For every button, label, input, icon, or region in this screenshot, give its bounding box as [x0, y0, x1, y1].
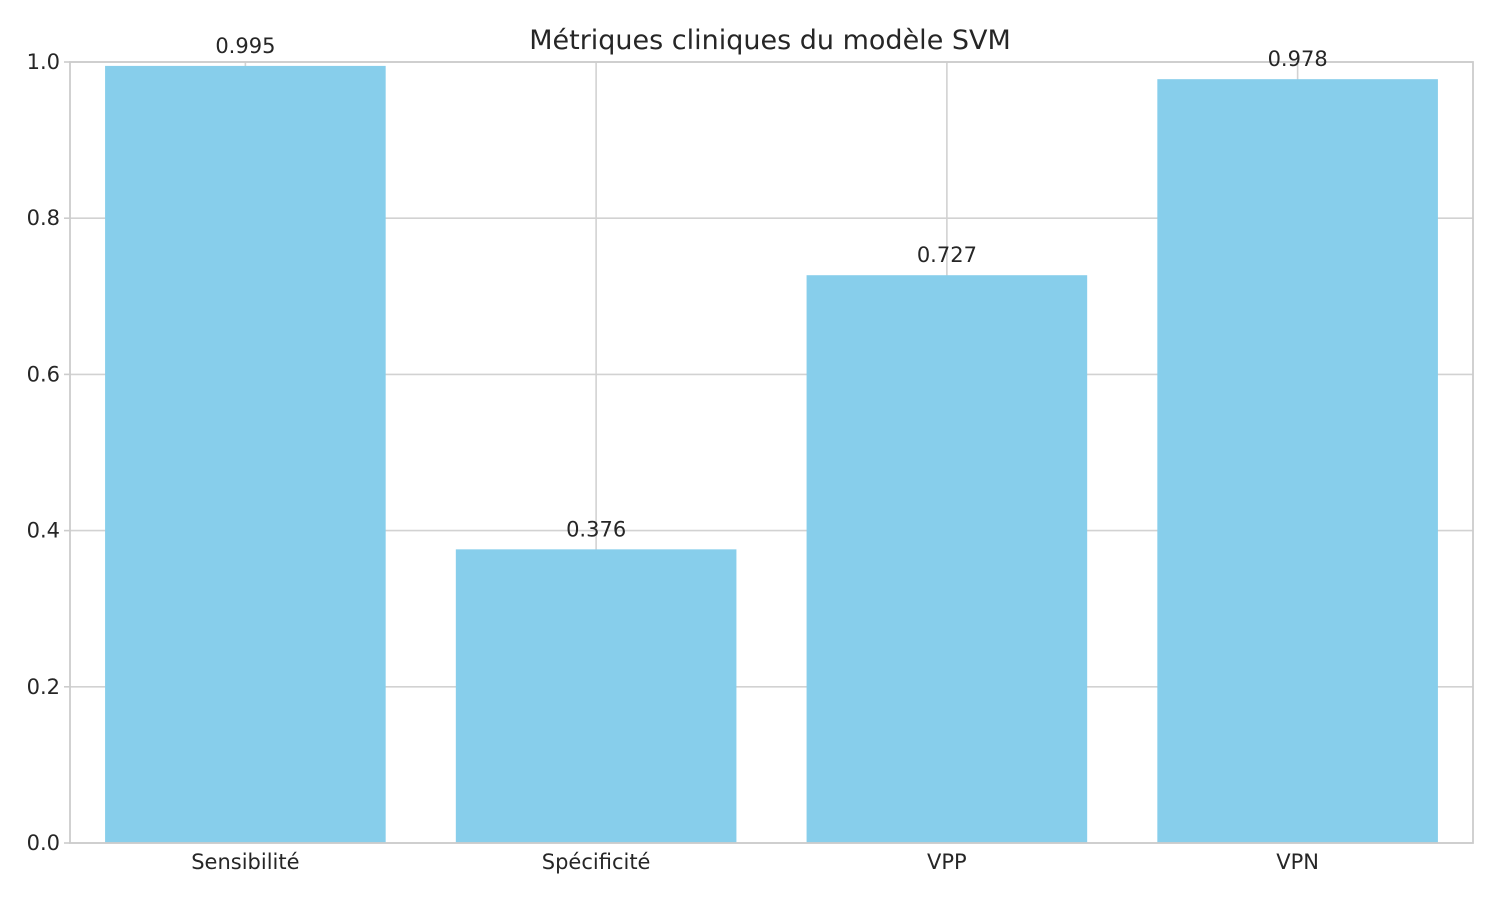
x-tick-label: Spécificité [542, 850, 651, 874]
y-axis-ticks: 0.0 0.2 0.4 0.6 0.8 1.0 [27, 50, 70, 855]
bar-value-label: 0.376 [566, 517, 626, 541]
x-tick-label: Sensibilité [191, 850, 299, 874]
bars-layer [105, 65, 1438, 843]
chart-title: Métriques cliniques du modèle SVM [529, 25, 1011, 56]
y-tick-label: 0.8 [27, 206, 60, 230]
bar-value-label: 0.995 [215, 34, 275, 58]
bar [105, 65, 386, 843]
x-axis-ticks: Sensibilité Spécificité VPP VPN [191, 850, 1319, 874]
x-tick-label: VPP [927, 850, 967, 874]
bar-value-label: 0.978 [1268, 47, 1328, 71]
y-tick-label: 0.4 [27, 519, 60, 543]
y-tick-label: 0.0 [27, 831, 60, 855]
bar-value-label: 0.727 [917, 243, 977, 267]
plot-frame [69, 61, 1474, 844]
bar [455, 549, 737, 843]
value-labels: 0.995 0.376 0.727 0.978 [215, 34, 1327, 541]
y-tick-label: 1.0 [27, 50, 60, 74]
bar [1157, 79, 1438, 843]
y-tick-label: 0.2 [27, 675, 60, 699]
y-tick-label: 0.6 [27, 362, 60, 386]
bar [806, 275, 1088, 843]
x-tick-label: VPN [1276, 850, 1319, 874]
